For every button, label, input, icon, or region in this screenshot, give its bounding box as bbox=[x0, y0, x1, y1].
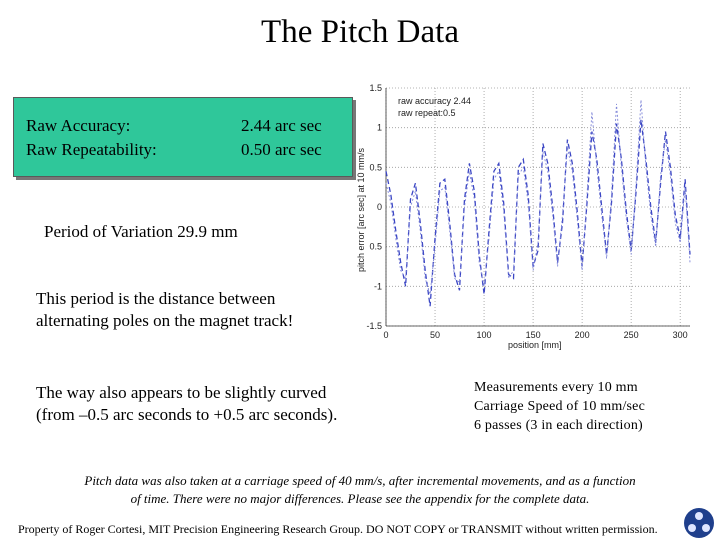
accuracy-value: 2.44 arc sec bbox=[241, 116, 322, 135]
period-explanation-line: alternating poles on the magnet track! bbox=[36, 311, 294, 330]
chart-annotation-repeat: raw repeat:0.5 bbox=[398, 108, 456, 118]
y-tick-label: 0 bbox=[377, 202, 382, 212]
chart-annotation-accuracy: raw accuracy 2.44 bbox=[398, 96, 471, 106]
measurement-note: Carriage Speed of 10 mm/sec bbox=[474, 399, 646, 414]
y-tick-label: 0.5 bbox=[369, 242, 382, 252]
pitch-note: Pitch data was also taken at a carriage … bbox=[0, 472, 720, 508]
measurement-note: 6 passes (3 in each direction) bbox=[474, 418, 643, 433]
pitch-note-line: of time. There were no major differences… bbox=[130, 491, 590, 506]
x-tick-label: 150 bbox=[526, 330, 541, 340]
y-tick-label: -1 bbox=[374, 281, 382, 291]
curve-explanation-line: The way also appears to be slightly curv… bbox=[36, 383, 327, 402]
logo-dot bbox=[702, 524, 710, 532]
chart-ticks: 0 50 100 150 200 250 300 1.5 1 0.5 0 0.5 -1 -1.5 bbox=[366, 83, 687, 340]
chart-xlabel: position [mm] bbox=[508, 340, 562, 350]
accuracy-label: Raw Accuracy: bbox=[26, 116, 131, 135]
y-tick-label: -1.5 bbox=[366, 321, 382, 331]
series-line bbox=[385, 99, 691, 295]
chart-ylabel: pitch error [arc sec] at 10 mm/s bbox=[356, 147, 366, 272]
repeatability-value: 0.50 arc sec bbox=[241, 140, 322, 159]
y-tick-label: 1.5 bbox=[369, 83, 382, 93]
x-tick-label: 250 bbox=[624, 330, 639, 340]
repeatability-label: Raw Repeatability: bbox=[26, 140, 157, 159]
mit-logo-icon bbox=[684, 508, 714, 538]
series-line bbox=[385, 119, 691, 307]
x-tick-label: 50 bbox=[430, 330, 440, 340]
chart-axes bbox=[385, 88, 690, 327]
footer-copyright: Property of Roger Cortesi, MIT Precision… bbox=[18, 522, 658, 536]
measurement-notes: Measurements every 10 mm Carriage Speed … bbox=[474, 378, 645, 435]
x-tick-label: 0 bbox=[383, 330, 388, 340]
logo-dot bbox=[688, 524, 696, 532]
logo-dot bbox=[695, 512, 703, 520]
y-tick-label: 0.5 bbox=[369, 162, 382, 172]
period-explanation: This period is the distance between alte… bbox=[36, 288, 293, 332]
x-tick-label: 100 bbox=[477, 330, 492, 340]
x-tick-label: 200 bbox=[575, 330, 590, 340]
x-tick-label: 300 bbox=[673, 330, 688, 340]
period-text: Period of Variation 29.9 mm bbox=[44, 222, 238, 241]
summary-box: Raw Accuracy: 2.44 arc sec Raw Repeatabi… bbox=[13, 97, 353, 177]
slide-title: The Pitch Data bbox=[261, 14, 459, 50]
curve-explanation: The way also appears to be slightly curv… bbox=[36, 382, 337, 426]
curve-explanation-line: (from –0.5 arc seconds to +0.5 arc secon… bbox=[36, 405, 338, 424]
chart-series bbox=[385, 99, 691, 307]
y-tick-label: 1 bbox=[377, 123, 382, 133]
pitch-note-line: Pitch data was also taken at a carriage … bbox=[84, 473, 636, 488]
measurement-note: Measurements every 10 mm bbox=[474, 380, 638, 395]
period-explanation-line: This period is the distance between bbox=[36, 289, 276, 308]
